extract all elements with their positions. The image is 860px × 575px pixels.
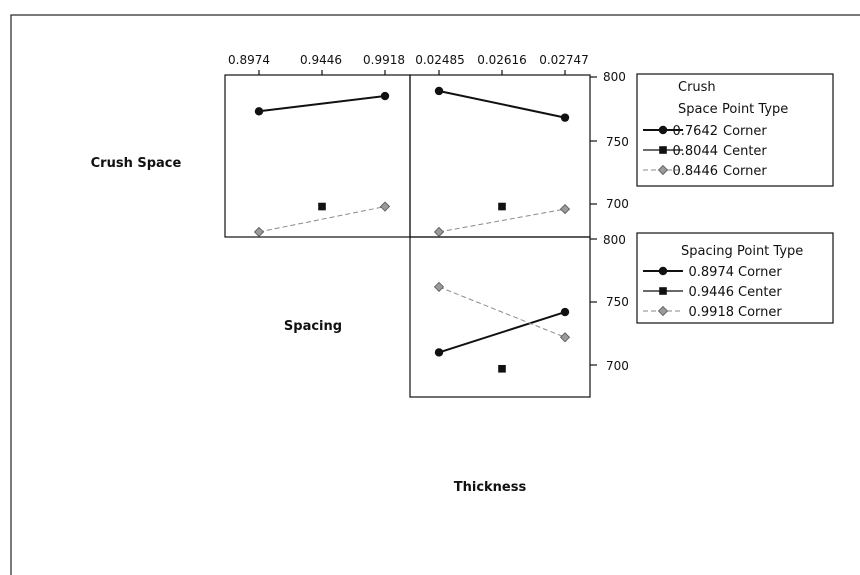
y-axis-row-2: 800 750 700 [590, 233, 629, 373]
tick-thickness-0: 0.02485 [415, 53, 465, 67]
point-0.7642-1 [380, 91, 390, 101]
legend2-title-factor: Spacing [681, 244, 733, 259]
legend2-title-type: Point Type [737, 244, 803, 259]
tick-spacing-2: 0.9918 [363, 53, 405, 67]
point-0.8446-0 [433, 226, 445, 238]
graph-border [10, 14, 860, 575]
legend-marker-0.9446 [659, 287, 667, 295]
series-line-0.8446 [258, 206, 386, 233]
legend-marker-0.7642 [658, 125, 668, 135]
series-line-0.8446 [438, 208, 566, 233]
series-line-0.7642 [258, 95, 386, 113]
point-0.7642-0 [254, 107, 264, 116]
y-tick-row2-800: 800 [603, 233, 626, 247]
legend-marker-0.8044 [659, 146, 667, 154]
point-0.8044-0 [498, 202, 506, 211]
point-0.7642-0 [434, 86, 444, 96]
legend1-title-factor: Space [678, 102, 718, 117]
panel-frame-crush-space-by-spacing [224, 74, 411, 238]
data-marks [253, 86, 571, 373]
panel-frame-crush-space-by-thickness [409, 74, 591, 238]
point-0.8446-0 [253, 226, 265, 238]
legend-type-0.8446: Corner [723, 164, 767, 179]
legend-box-spacing [636, 232, 834, 324]
row-label-crush-space: Crush Space [91, 156, 182, 171]
legend1-entries: 0.7642 Corner 0.8044 Center 0.8446 Corner [643, 124, 767, 179]
tick-thickness-2: 0.02747 [539, 53, 589, 67]
legend-marker-0.9918 [657, 305, 669, 317]
legend-value-0.8974: 0.8974 [689, 265, 735, 280]
point-0.8446-1 [379, 201, 391, 212]
legend-marker-0.8974 [658, 266, 668, 276]
tick-thickness-1: 0.02616 [477, 53, 527, 67]
point-0.7642-1 [560, 113, 570, 122]
y-tick-row2-700: 700 [606, 359, 629, 373]
y-axis-row-1: 800 750 700 [590, 70, 629, 211]
top-tick-marks [258, 70, 566, 75]
y-tick-row1-800: 800 [603, 70, 626, 84]
legend-value-0.8044: 0.8044 [673, 144, 719, 159]
point-0.8044-0 [318, 202, 326, 211]
legend-marker-0.8446 [657, 164, 669, 176]
legend-value-0.8446: 0.8446 [673, 164, 719, 179]
point-0.8974-0 [434, 348, 444, 357]
panel-marks-spacing-by-thickness [433, 281, 571, 373]
point-0.9918-0 [433, 281, 445, 292]
point-0.9446-0 [498, 364, 506, 373]
y-tick-row2-750: 750 [606, 295, 629, 309]
panel-marks-crush-space-by-thickness [433, 86, 571, 238]
legend-value-0.9446: 0.9446 [689, 285, 735, 300]
y-tick-row1-750: 750 [606, 135, 629, 149]
legend-type-0.8974: Corner [738, 265, 782, 280]
series-line-0.9918 [438, 286, 566, 338]
y-tick-row1-700: 700 [606, 197, 629, 211]
point-0.8974-1 [560, 307, 570, 317]
series-line-0.7642 [438, 89, 566, 119]
row-label-thickness: Thickness [454, 480, 527, 495]
legend-value-0.7642: 0.7642 [673, 124, 719, 139]
legend-box-crush-space [636, 73, 834, 187]
tick-spacing-1: 0.9446 [300, 53, 342, 67]
legend-type-0.9446: Center [738, 285, 782, 300]
point-0.8446-1 [559, 204, 571, 215]
panel-frame-spacing-by-thickness [409, 236, 591, 398]
tick-spacing-0: 0.8974 [228, 53, 270, 67]
point-0.9918-1 [559, 332, 571, 343]
series-line-0.8974 [438, 311, 566, 354]
legend1-title-line1: Crush [678, 80, 716, 95]
legend1-title-type: Point Type [722, 102, 788, 117]
panel-marks-crush-space-by-spacing [253, 91, 391, 238]
legend-value-0.9918: 0.9918 [689, 305, 735, 320]
legend-type-0.7642: Corner [723, 124, 767, 139]
legend-type-0.9918: Corner [738, 305, 782, 320]
row-label-spacing: Spacing [284, 319, 342, 334]
legend-type-0.8044: Center [723, 144, 767, 159]
